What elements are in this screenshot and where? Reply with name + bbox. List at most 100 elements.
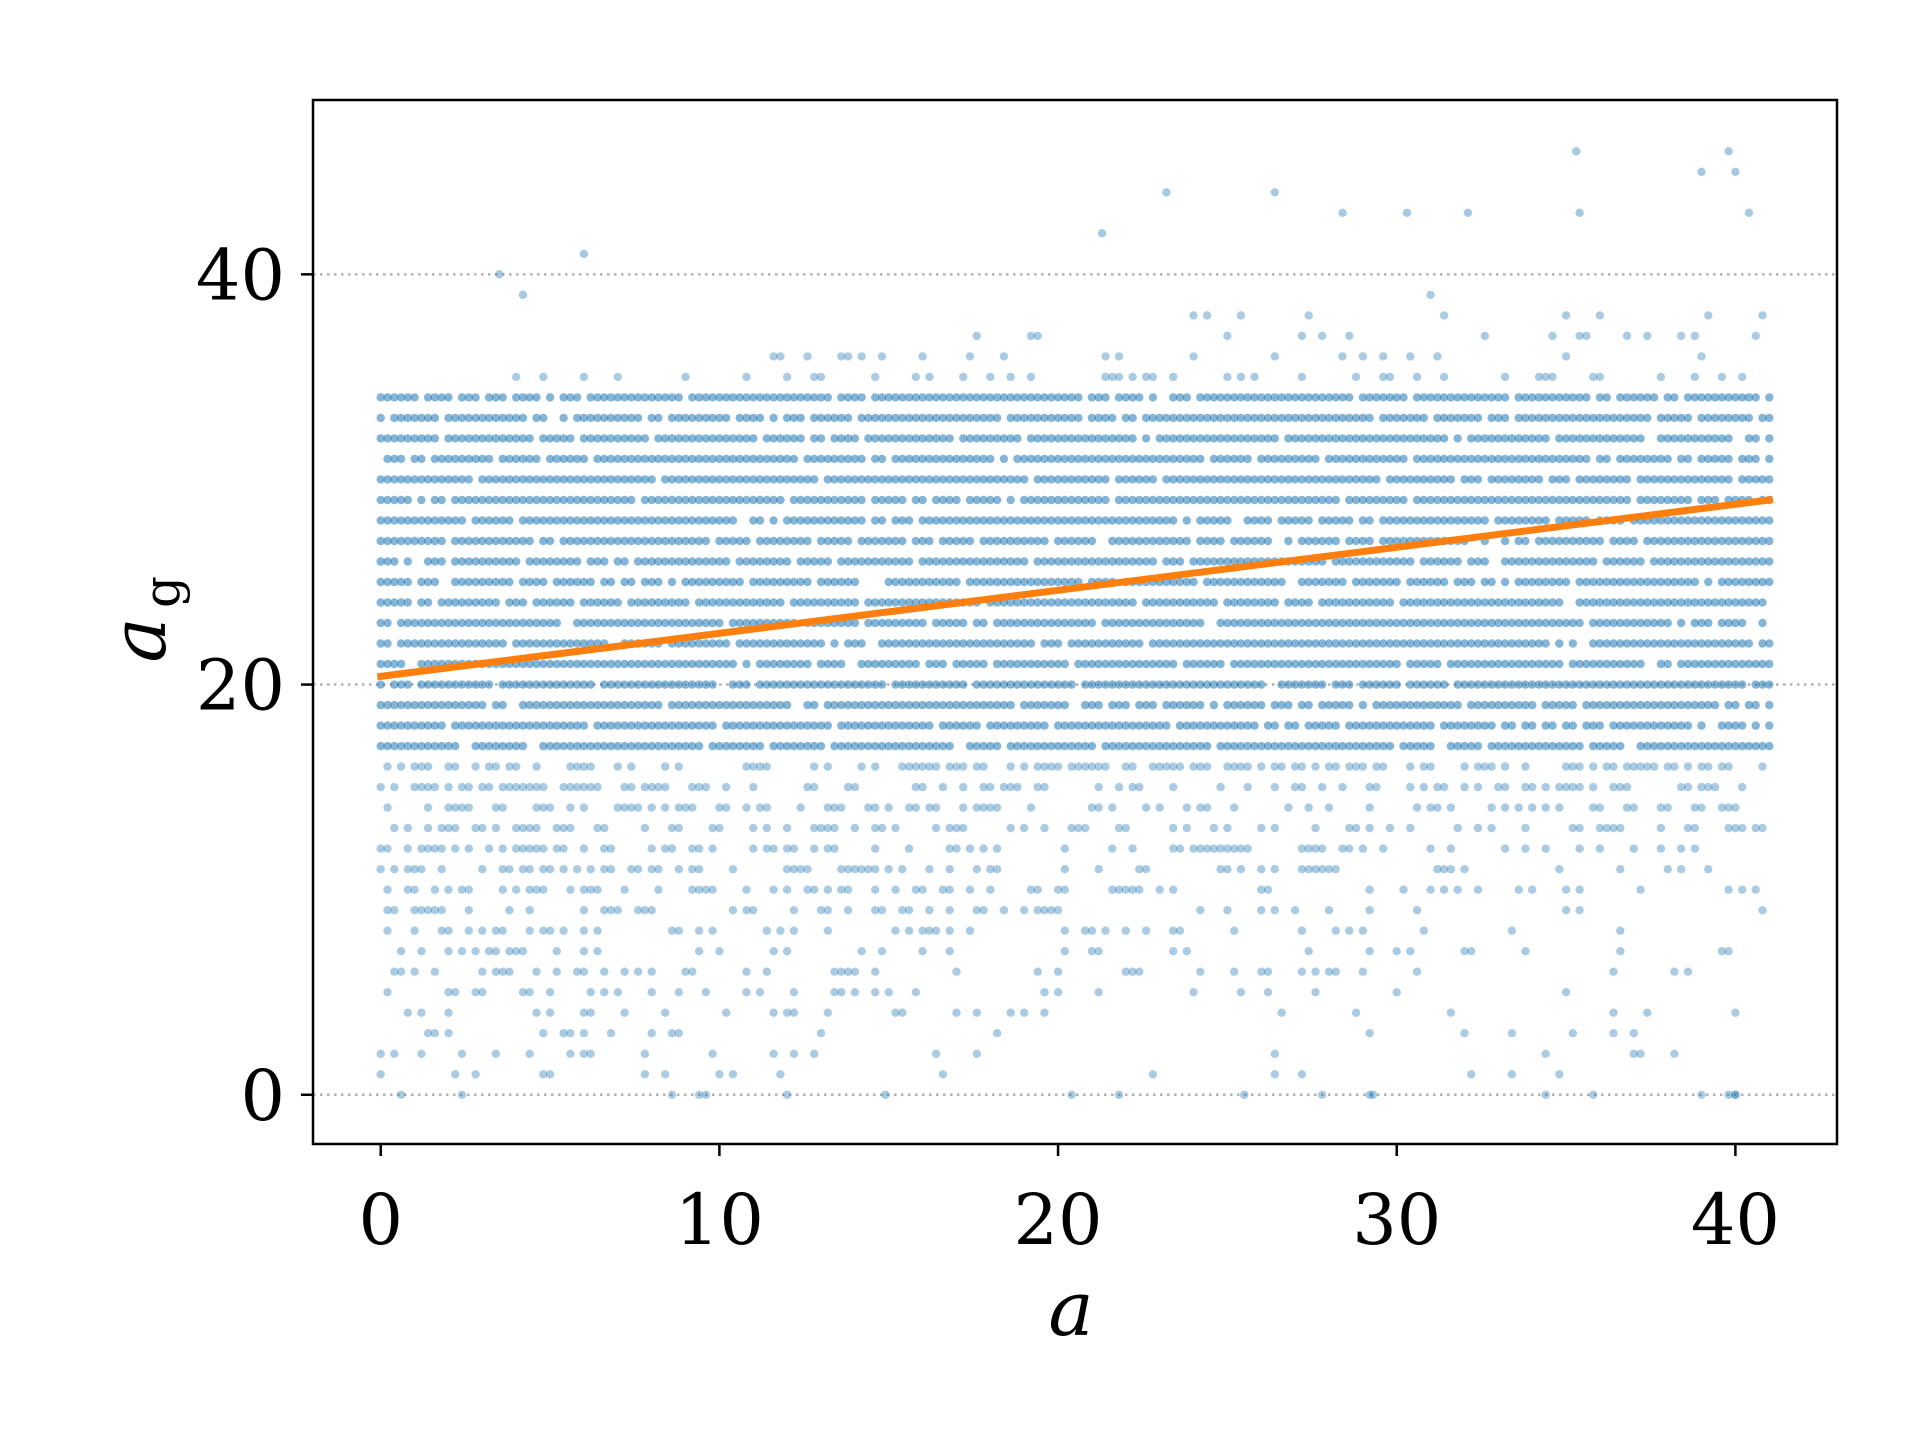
scatter-point xyxy=(1643,495,1652,505)
scatter-point xyxy=(1358,557,1368,566)
scatter-point xyxy=(1040,618,1049,628)
scatter-point xyxy=(898,680,907,689)
scatter-point xyxy=(1379,372,1388,382)
scatter-point xyxy=(1087,741,1097,751)
scatter-point xyxy=(1392,680,1401,689)
scatter-point xyxy=(1277,1008,1286,1017)
scatter-point xyxy=(498,803,507,812)
scatter-point xyxy=(891,926,900,935)
scatter-point xyxy=(383,926,392,935)
scatter-point xyxy=(837,413,846,423)
scatter-point xyxy=(1067,639,1076,648)
scatter-point xyxy=(762,762,771,771)
scatter-point xyxy=(742,906,751,915)
scatter-point xyxy=(1189,721,1198,730)
scatter-point xyxy=(464,639,473,648)
scatter-point xyxy=(1318,659,1327,669)
scatter-point xyxy=(484,577,494,587)
scatter-point xyxy=(857,721,866,730)
scatter-point xyxy=(1480,659,1490,669)
scatter-point xyxy=(1670,413,1679,423)
scatter-point xyxy=(1697,536,1706,546)
x-tick-label: 0 xyxy=(358,1179,403,1261)
scatter-point xyxy=(640,680,650,689)
scatter-point xyxy=(566,598,575,607)
scatter-point xyxy=(1196,393,1205,402)
scatter-point xyxy=(1575,208,1584,218)
scatter-point xyxy=(728,434,738,443)
scatter-point xyxy=(1589,372,1598,382)
scatter-point xyxy=(1101,659,1110,669)
scatter-point xyxy=(1446,495,1456,505)
scatter-point xyxy=(1284,659,1293,669)
scatter-point xyxy=(633,454,643,464)
scatter-point xyxy=(1338,454,1347,464)
scatter-point xyxy=(1270,741,1280,751)
scatter-point xyxy=(708,618,717,628)
scatter-point xyxy=(1697,639,1706,648)
scatter-point xyxy=(742,598,751,607)
scatter-point xyxy=(1263,536,1273,546)
scatter-point xyxy=(559,844,568,853)
scatter-point xyxy=(1060,680,1070,689)
scatter-point xyxy=(1067,393,1076,402)
scatter-point xyxy=(437,495,446,505)
scatter-point xyxy=(1765,516,1774,525)
scatter-point xyxy=(992,516,1002,525)
scatter-point xyxy=(1345,618,1354,628)
scatter-point xyxy=(1196,434,1205,443)
scatter-point xyxy=(1710,393,1720,402)
scatter-point xyxy=(1358,844,1368,853)
scatter-point xyxy=(1148,618,1158,628)
scatter-point xyxy=(1365,1090,1374,1100)
scatter-point xyxy=(1406,700,1415,710)
scatter-point xyxy=(600,659,609,669)
scatter-point xyxy=(1053,598,1063,607)
scatter-point xyxy=(1182,721,1192,730)
scatter-point xyxy=(654,495,663,505)
scatter-point xyxy=(1622,803,1632,812)
scatter-point xyxy=(776,536,785,546)
scatter-point xyxy=(986,393,995,402)
scatter-point xyxy=(430,844,440,853)
scatter-point xyxy=(891,741,900,751)
scatter-point xyxy=(606,659,616,669)
scatter-point xyxy=(532,475,541,484)
scatter-point xyxy=(1439,639,1449,648)
scatter-point xyxy=(674,865,683,874)
scatter-point xyxy=(945,680,954,689)
scatter-point xyxy=(864,536,873,546)
scatter-point xyxy=(390,741,399,751)
scatter-point xyxy=(1290,906,1300,915)
scatter-point xyxy=(986,885,995,894)
scatter-point xyxy=(444,434,453,443)
scatter-point xyxy=(647,495,656,505)
scatter-point xyxy=(1419,721,1429,730)
scatter-point xyxy=(1351,823,1361,833)
scatter-point xyxy=(1609,762,1618,771)
scatter-point xyxy=(843,618,853,628)
scatter-point xyxy=(965,885,975,894)
scatter-point xyxy=(1345,536,1354,546)
scatter-point xyxy=(1555,413,1564,423)
scatter-point xyxy=(674,516,683,525)
scatter-point xyxy=(1358,536,1368,546)
scatter-point xyxy=(661,598,670,607)
scatter-point xyxy=(959,475,968,484)
scatter-point xyxy=(573,639,582,648)
scatter-point xyxy=(383,475,392,484)
scatter-point xyxy=(1094,495,1103,505)
scatter-point xyxy=(715,598,724,607)
scatter-point xyxy=(484,393,494,402)
scatter-point xyxy=(1101,372,1110,382)
scatter-point xyxy=(1582,434,1591,443)
scatter-point xyxy=(1616,475,1625,484)
scatter-point xyxy=(1406,598,1415,607)
scatter-point xyxy=(1616,557,1625,566)
scatter-point xyxy=(1744,741,1754,751)
scatter-point xyxy=(1216,577,1225,587)
scatter-point xyxy=(803,741,812,751)
scatter-point xyxy=(769,700,778,710)
scatter-point xyxy=(1358,926,1368,935)
scatter-point xyxy=(722,700,731,710)
